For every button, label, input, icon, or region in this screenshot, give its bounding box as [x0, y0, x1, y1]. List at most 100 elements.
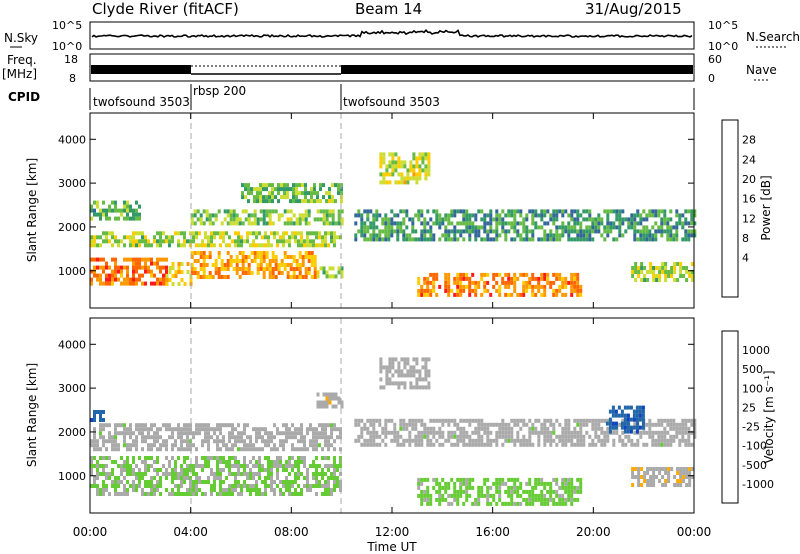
heatmap-cell [99, 257, 102, 262]
heatmap-cell [159, 447, 162, 452]
freq-panel: Freq. [MHz] 18 8 60 0 Nave [2, 53, 777, 85]
heatmap-cell [108, 204, 111, 209]
heatmap-cell [171, 235, 174, 240]
heatmap-cell [271, 195, 274, 200]
heatmap-cell [676, 262, 680, 266]
heatmap-cell [219, 427, 222, 432]
heatmap-cell [249, 435, 252, 440]
heatmap-cell [129, 204, 132, 209]
heatmap-cell [576, 438, 580, 443]
heatmap-cell [429, 237, 433, 242]
heatmap-cell [687, 418, 691, 423]
heatmap-band [241, 183, 343, 204]
heatmap-cell [322, 195, 325, 200]
heatmap-cell [444, 485, 448, 490]
heatmap-cell [477, 501, 481, 506]
heatmap-cell [510, 438, 514, 443]
heatmap-cell [429, 225, 433, 230]
heatmap-cell [213, 231, 216, 236]
heatmap-cell [297, 468, 300, 472]
heatmap-cell [237, 235, 240, 240]
heatmap-cell [198, 488, 201, 492]
heatmap-cell [652, 471, 656, 475]
heatmap-cell [486, 438, 490, 443]
heatmap-cell [297, 460, 300, 464]
heatmap-cell [453, 485, 457, 490]
heatmap-cell [549, 438, 553, 443]
heatmap-cell [283, 221, 287, 226]
heatmap-cell [126, 464, 129, 468]
heatmap-cell [693, 213, 697, 218]
heatmap-cell [138, 431, 141, 436]
heatmap-cell [685, 467, 689, 471]
heatmap-cell [120, 472, 123, 476]
heatmap-cell [648, 209, 652, 214]
heatmap-cell [543, 422, 547, 427]
heatmap-cell [608, 421, 612, 426]
heatmap-cell [303, 476, 306, 480]
heatmap-cell [141, 439, 144, 444]
heatmap-cell [570, 485, 574, 490]
heatmap-cell [279, 439, 282, 444]
heatmap-cell [192, 435, 195, 440]
heatmap-cell [537, 477, 541, 482]
heatmap-cell [564, 481, 568, 486]
heatmap-cell [262, 199, 265, 204]
heatmap-cell [510, 489, 514, 494]
heatmap-cell [648, 434, 652, 439]
heatmap-cell [480, 422, 484, 427]
heatmap-cell [396, 442, 400, 447]
heatmap-cell [210, 435, 213, 440]
heatmap-cell [180, 439, 183, 444]
heatmap-cell [420, 213, 424, 218]
heatmap-cell [591, 426, 595, 431]
heatmap-cell [675, 430, 679, 435]
heatmap-cell [657, 442, 661, 447]
heatmap-cell [495, 485, 499, 490]
heatmap-cell [573, 426, 577, 431]
heatmap-cell [633, 229, 637, 234]
heatmap-cell [621, 418, 625, 423]
heatmap-cell [192, 480, 195, 484]
heatmap-cell [183, 468, 186, 472]
heatmap-cell [664, 479, 668, 483]
heatmap-cell [635, 405, 639, 410]
heatmap-cell [319, 187, 322, 192]
heatmap-cell [229, 259, 233, 263]
heatmap-cell [636, 438, 640, 443]
heatmap-cell [531, 497, 535, 502]
heatmap-cell [336, 464, 339, 468]
heatmap-cell [630, 213, 634, 218]
heatmap-cell [406, 176, 410, 181]
heatmap-cell [315, 243, 318, 248]
heatmap-cell [513, 418, 517, 423]
heatmap-cell [306, 476, 309, 480]
heatmap-band [631, 467, 695, 487]
heatmap-cell [129, 235, 132, 240]
heatmap-band [379, 152, 431, 185]
heatmap-cell [693, 209, 697, 214]
heatmap-cell [528, 284, 532, 289]
heatmap-cell [504, 501, 508, 506]
heatmap-cell [564, 430, 568, 435]
heatmap-cell [357, 422, 361, 427]
heatmap-cell [207, 464, 210, 468]
heatmap-cell [190, 263, 194, 267]
heatmap-cell [564, 225, 568, 230]
heatmap-cell [138, 468, 141, 472]
heatmap-cell [543, 442, 547, 447]
heatmap-cell [288, 435, 291, 440]
heatmap-cell [415, 172, 419, 177]
heatmap-cell [174, 274, 178, 278]
heatmap-cell [678, 430, 682, 435]
heatmap-cell [450, 442, 454, 447]
heatmap-cell [211, 213, 215, 218]
heatmap-cell [249, 468, 252, 472]
heatmap-cell [450, 229, 454, 234]
heatmap-cell [576, 489, 580, 494]
heatmap-cell [606, 221, 610, 226]
heatmap-cell [681, 418, 685, 423]
heatmap-cell [688, 270, 692, 274]
heatmap-band [316, 266, 344, 279]
